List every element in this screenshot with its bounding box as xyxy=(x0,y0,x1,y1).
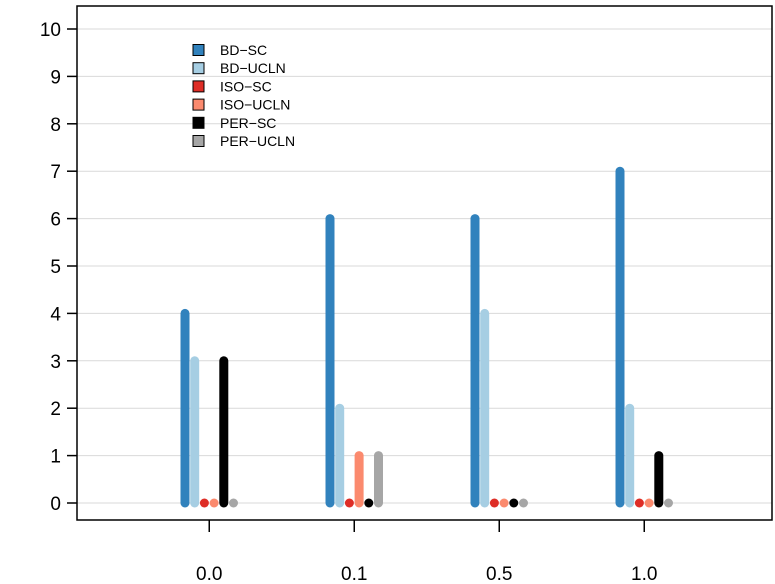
legend-label: ISO−SC xyxy=(220,78,272,94)
y-tick-label: 7 xyxy=(50,162,61,183)
legend-swatch xyxy=(192,98,205,111)
legend-label: PER−UCLN xyxy=(220,133,295,149)
bar-isosc-0.1 xyxy=(344,498,354,508)
bar-perucln-0.5 xyxy=(519,498,528,508)
legend-swatch xyxy=(192,44,205,56)
bar-isoucln-0.0 xyxy=(209,498,219,508)
legend-swatch xyxy=(192,116,205,129)
y-tick-label: 3 xyxy=(50,352,61,373)
bar-persc-0.1 xyxy=(364,498,374,508)
y-tick-label: 0 xyxy=(50,494,61,515)
x-tick-label: 0.0 xyxy=(196,564,222,584)
bar-isosc-1.0 xyxy=(634,498,644,508)
x-tick-label: 1.0 xyxy=(631,564,657,584)
legend-label: ISO−UCLN xyxy=(220,97,290,113)
x-axis: 0.0 0.1 0.5 1.0 xyxy=(196,520,657,584)
y-tick-label: 10 xyxy=(40,20,61,41)
bar-isosc-0.5 xyxy=(489,498,499,508)
bar-persc-0.0 xyxy=(219,356,229,508)
bar-persc-1.0 xyxy=(654,451,664,508)
legend-swatch xyxy=(192,135,205,147)
y-tick-label: 2 xyxy=(50,399,61,420)
bar-isoucln-0.5 xyxy=(499,498,509,508)
bar-bducln-1.0 xyxy=(625,403,635,508)
bar-bdsc-0.0 xyxy=(180,308,190,508)
legend-swatch xyxy=(192,62,205,75)
bar-perucln-1.0 xyxy=(664,498,673,508)
y-axis: 0 1 2 3 4 5 6 7 8 9 10 xyxy=(40,20,77,515)
y-tick-label: 9 xyxy=(50,67,61,88)
bar-bdsc-1.0 xyxy=(615,166,625,508)
bar-perucln-0.0 xyxy=(229,498,238,508)
legend: BD−SC BD−UCLN ISO−SC ISO−UCLN PER−SC PER−UCLN xyxy=(192,42,295,149)
bar-bdsc-0.1 xyxy=(325,214,335,508)
bar-isosc-0.0 xyxy=(199,498,209,508)
bar-bducln-0.5 xyxy=(480,308,490,508)
bar-isoucln-1.0 xyxy=(644,498,654,508)
bar-bducln-0.0 xyxy=(190,356,200,508)
legend-label: PER−SC xyxy=(220,115,276,131)
legend-label: BD−SC xyxy=(220,42,267,58)
plot-frame xyxy=(76,5,773,521)
y-tick-label: 4 xyxy=(50,304,61,325)
y-tick-label: 8 xyxy=(50,115,61,136)
x-tick-label: 0.1 xyxy=(341,564,367,584)
bar-bducln-0.1 xyxy=(335,403,345,508)
bar-perucln-0.1 xyxy=(374,451,383,508)
bar-persc-0.5 xyxy=(509,498,519,508)
y-tick-label: 1 xyxy=(50,447,61,468)
y-tick-label: 5 xyxy=(50,257,61,278)
x-tick-label: 0.5 xyxy=(486,564,512,584)
bar-isoucln-0.1 xyxy=(354,451,364,508)
legend-swatch xyxy=(192,80,205,93)
y-tick-label: 6 xyxy=(50,210,61,231)
bars xyxy=(180,166,673,508)
legend-label: BD−UCLN xyxy=(220,60,286,76)
bar-bdsc-0.5 xyxy=(470,214,480,508)
